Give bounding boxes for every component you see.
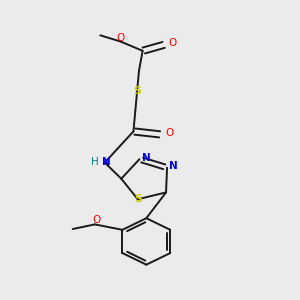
Text: O: O bbox=[169, 38, 177, 48]
Text: H: H bbox=[91, 157, 98, 167]
Text: S: S bbox=[134, 194, 142, 204]
Text: O: O bbox=[165, 128, 173, 138]
Text: N: N bbox=[169, 161, 178, 171]
Text: O: O bbox=[92, 215, 101, 225]
Text: N: N bbox=[102, 157, 111, 167]
Text: O: O bbox=[116, 33, 125, 43]
Text: S: S bbox=[133, 86, 141, 96]
Text: N: N bbox=[142, 153, 150, 163]
